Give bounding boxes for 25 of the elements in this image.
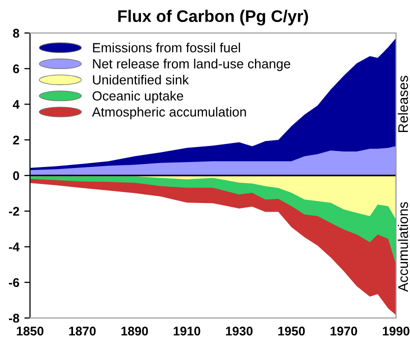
x-tick-label: 1990 bbox=[382, 326, 410, 336]
y-tick-label: -2 bbox=[8, 206, 20, 216]
x-tick-label: 1930 bbox=[226, 326, 253, 336]
y-tick-label: 4 bbox=[12, 100, 20, 109]
x-tick-label: 1890 bbox=[121, 326, 148, 336]
chart-title: Flux of Carbon (Pg C/yr) bbox=[118, 10, 308, 26]
legend-label: Oceanic uptake bbox=[92, 90, 184, 104]
x-tick-label: 1910 bbox=[174, 326, 200, 336]
y-tick-label: 6 bbox=[13, 64, 20, 74]
legend-label: Emissions from fossil fuel bbox=[93, 42, 240, 52]
x-tick-label: 1950 bbox=[278, 326, 305, 336]
y-tick-label: -8 bbox=[8, 314, 20, 323]
legend-label: Atmospheric accumulation bbox=[92, 106, 246, 120]
y-tick-label: -4 bbox=[8, 242, 20, 252]
x-tick-label: 1870 bbox=[69, 326, 96, 336]
legend-label: Unidentified sink bbox=[93, 74, 189, 85]
y-tick-label: -6 bbox=[8, 278, 20, 288]
y-tick-label: 0 bbox=[13, 171, 20, 180]
x-tick-label: 1970 bbox=[330, 326, 358, 336]
y-tick-label: 2 bbox=[13, 136, 20, 144]
text: Accumulations bbox=[398, 202, 408, 292]
x-tick-label: 1850 bbox=[16, 326, 44, 336]
legend-label: Net release from land-use change bbox=[93, 58, 290, 72]
y-tick-label: 8 bbox=[13, 28, 20, 38]
text: Releases bbox=[398, 76, 408, 132]
